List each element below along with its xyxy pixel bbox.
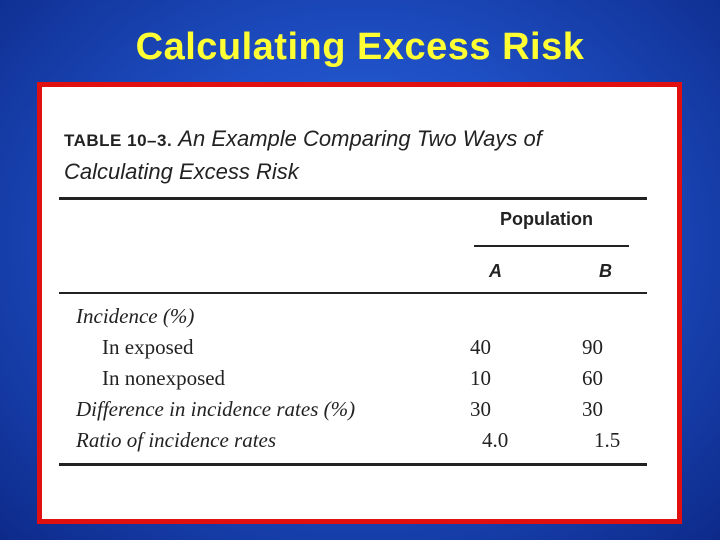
table-bottom-rule	[59, 463, 647, 466]
cell-ratio-a: 4.0	[482, 428, 509, 452]
cell-exposed-a: 40	[470, 335, 491, 359]
population-underline	[474, 245, 629, 247]
row-label-difference: Difference in incidence rates (%)	[76, 397, 356, 421]
cell-nonexposed-a: 10	[470, 366, 491, 390]
table-title: An Example Comparing Two Ways of Calcula…	[64, 126, 542, 184]
column-header-a: A	[489, 261, 502, 281]
section-label-incidence: Incidence (%)	[76, 304, 195, 328]
slide-title: Calculating Excess Risk	[135, 26, 585, 68]
row-label-nonexposed: In nonexposed	[102, 366, 226, 390]
table-number: TABLE 10–3.	[64, 131, 173, 150]
column-header-b: B	[599, 261, 612, 281]
table-header-rule	[59, 292, 647, 294]
table-top-rule	[59, 197, 647, 200]
row-label-exposed: In exposed	[102, 335, 194, 359]
row-label-ratio: Ratio of incidence rates	[76, 428, 277, 452]
population-header: Population	[500, 209, 593, 229]
cell-nonexposed-b: 60	[582, 366, 603, 390]
cell-exposed-b: 90	[582, 335, 603, 359]
cell-difference-a: 30	[470, 397, 491, 421]
cell-difference-b: 30	[582, 397, 603, 421]
table-image-frame: TABLE 10–3. An Example Comparing Two Way…	[37, 82, 682, 524]
cell-ratio-b: 1.5	[594, 428, 621, 452]
table-caption: TABLE 10–3. An Example Comparing Two Way…	[64, 123, 644, 187]
